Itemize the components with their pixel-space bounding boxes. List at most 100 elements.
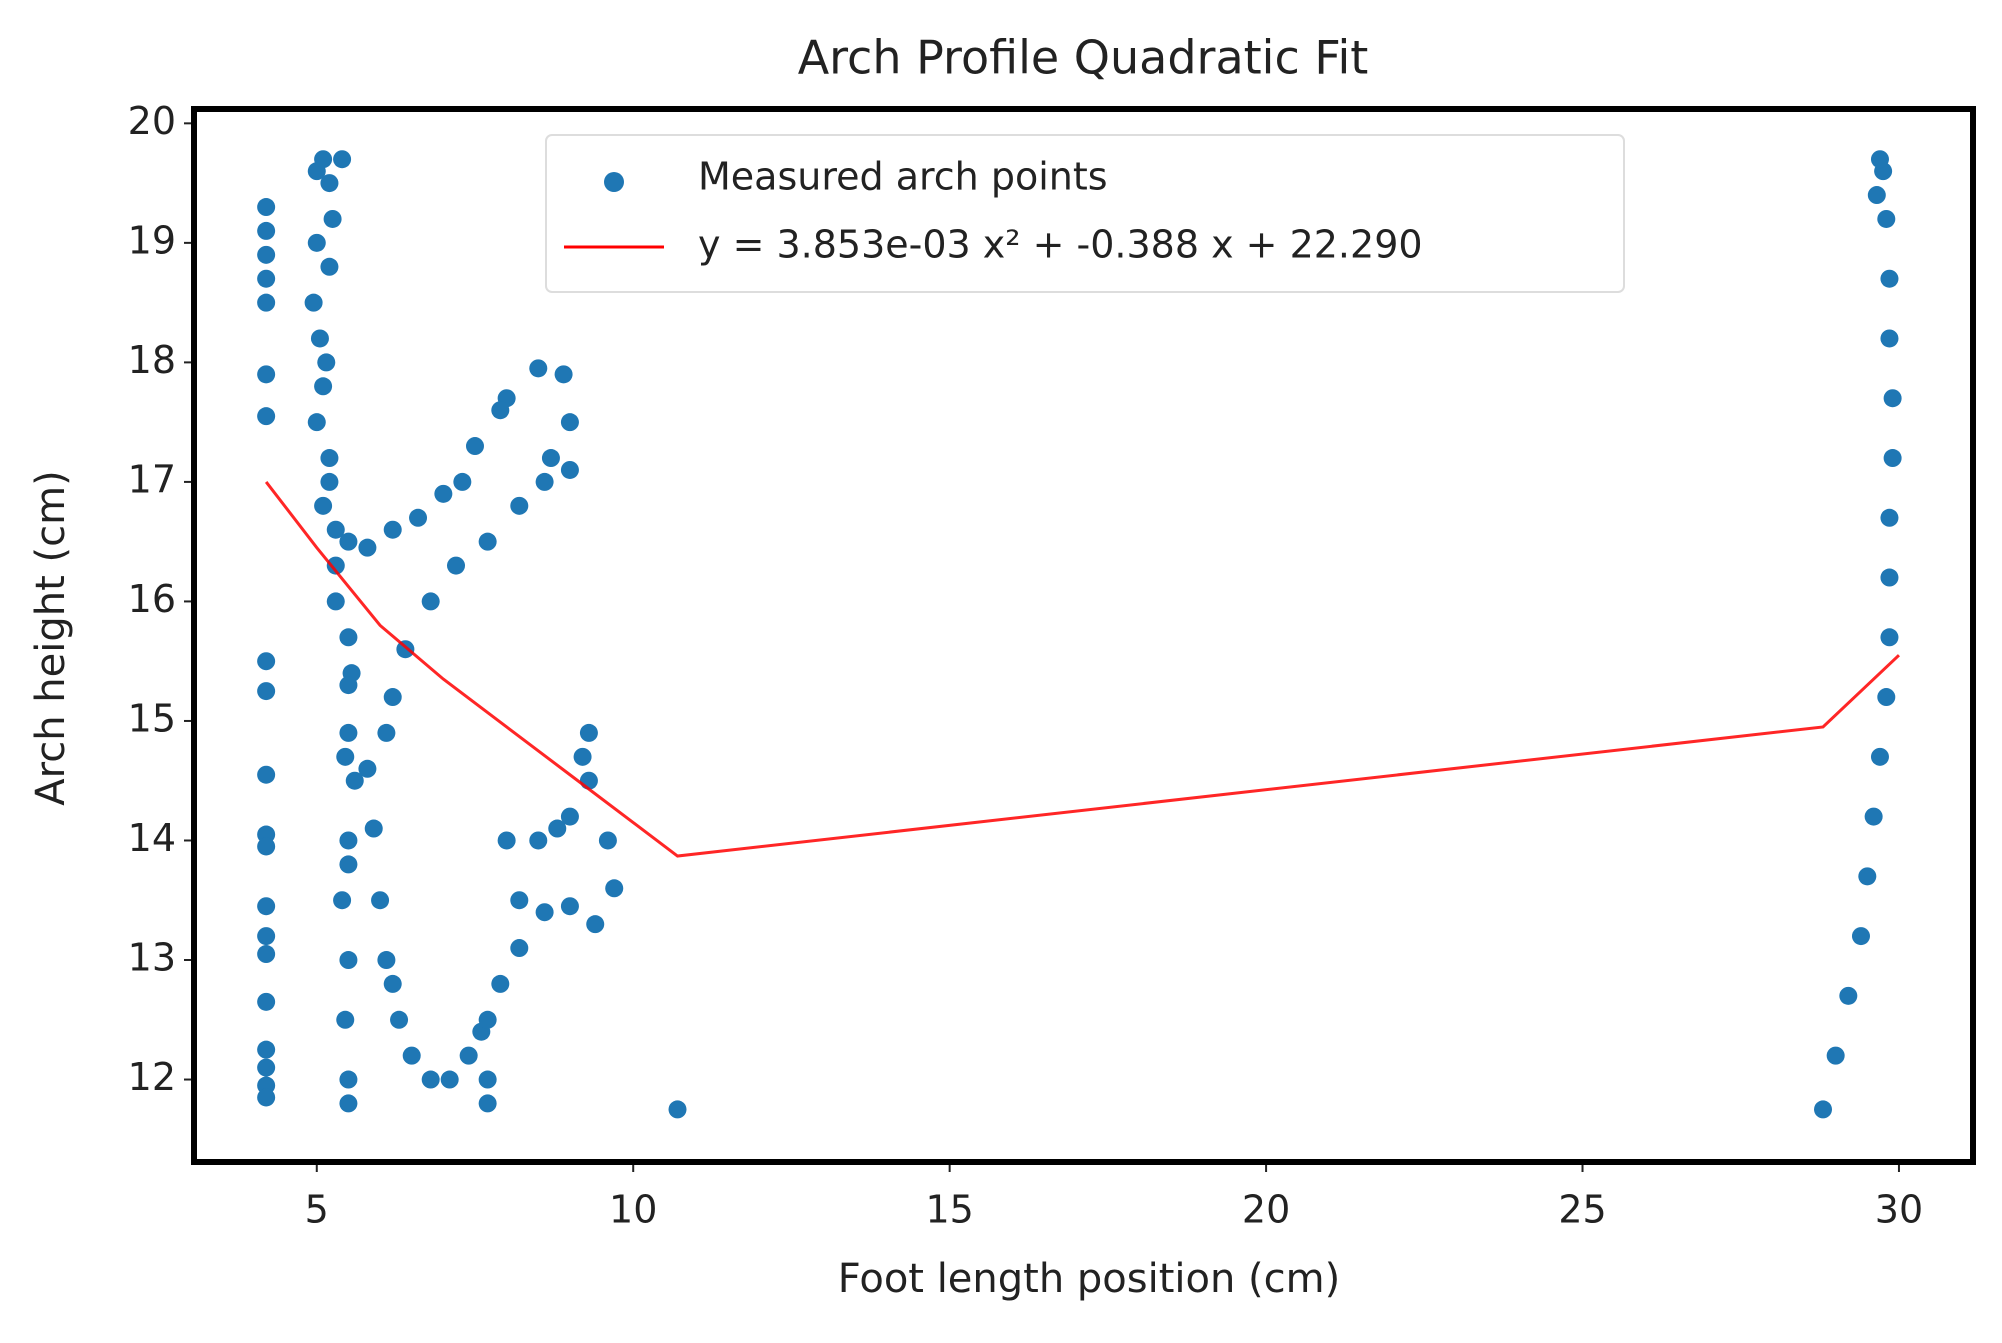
scatter-point — [1880, 568, 1899, 587]
scatter-point — [333, 891, 352, 910]
y-tick-label: 17 — [128, 457, 176, 501]
scatter-point — [364, 819, 383, 838]
scatter-point — [326, 556, 345, 575]
scatter-point — [339, 628, 358, 647]
scatter-point — [560, 807, 579, 826]
scatter-point — [339, 532, 358, 551]
scatter-point — [339, 951, 358, 970]
scatter-point — [668, 1100, 687, 1119]
scatter-point — [573, 747, 592, 766]
scatter-point — [345, 771, 364, 790]
scatter-point — [478, 532, 497, 551]
scatter-point — [257, 682, 276, 701]
scatter-point — [478, 1070, 497, 1089]
y-tick-label: 18 — [128, 338, 176, 382]
scatter-point — [257, 245, 276, 264]
scatter-point — [1880, 508, 1899, 527]
scatter-point — [579, 723, 598, 742]
scatter-point — [1877, 209, 1896, 228]
scatter-point — [358, 759, 377, 778]
scatter-point — [390, 1010, 409, 1029]
y-tick-label: 16 — [128, 577, 176, 621]
scatter-point — [1858, 867, 1877, 886]
x-tick-label: 5 — [305, 1188, 329, 1232]
scatter-point — [491, 401, 510, 420]
scatter-point — [1870, 747, 1889, 766]
scatter-point — [307, 233, 326, 252]
scatter-point — [409, 508, 428, 527]
scatter-point — [257, 837, 276, 856]
scatter-point — [383, 688, 402, 707]
legend-box — [545, 134, 1625, 293]
scatter-point — [377, 723, 396, 742]
y-tick-label: 13 — [128, 936, 176, 980]
scatter-point — [1851, 927, 1870, 946]
scatter-point — [339, 1070, 358, 1089]
data-layer — [257, 150, 1902, 1119]
x-tick-label: 25 — [1558, 1188, 1606, 1232]
legend-marker — [604, 172, 624, 192]
scatter-point — [510, 939, 529, 958]
scatter-point — [358, 538, 377, 557]
scatter-point — [371, 891, 390, 910]
scatter-point — [326, 520, 345, 539]
scatter-point — [314, 150, 333, 169]
y-tick-label: 14 — [128, 816, 176, 860]
x-tick-label: 10 — [609, 1188, 657, 1232]
scatter-point — [1864, 807, 1883, 826]
scatter-point — [453, 472, 472, 491]
scatter-point — [326, 592, 345, 611]
scatter-point — [257, 897, 276, 916]
scatter-point — [1880, 628, 1899, 647]
scatter-point — [339, 1094, 358, 1113]
scatter-point — [1877, 688, 1896, 707]
scatter-point — [257, 1088, 276, 1107]
scatter-point — [447, 556, 466, 575]
scatter-point — [257, 1040, 276, 1059]
scatter-point — [421, 1070, 440, 1089]
scatter-point — [497, 831, 516, 850]
scatter-point — [314, 377, 333, 396]
scatter-point — [257, 927, 276, 946]
chart-title: Arch Profile Quadratic Fit — [798, 31, 1369, 85]
scatter-point — [434, 484, 453, 503]
scatter-point — [320, 449, 339, 468]
scatter-point — [529, 831, 548, 850]
scatter-point — [320, 257, 339, 276]
x-tick-label: 20 — [1242, 1188, 1290, 1232]
scatter-point — [1883, 389, 1902, 408]
scatter-point — [336, 1010, 355, 1029]
scatter-point — [586, 915, 605, 934]
scatter-point — [1870, 150, 1889, 169]
scatter-point — [320, 174, 339, 193]
scatter-point — [1867, 186, 1886, 205]
scatter-point — [1883, 449, 1902, 468]
x-tick-label: 15 — [925, 1188, 973, 1232]
scatter-point — [257, 945, 276, 964]
scatter-point — [421, 592, 440, 611]
x-axis-label: Foot length position (cm) — [838, 1256, 1340, 1302]
scatter-point — [402, 1046, 421, 1065]
scatter-point — [257, 293, 276, 312]
scatter-point — [1814, 1100, 1833, 1119]
scatter-point — [1839, 986, 1858, 1005]
scatter-point — [257, 365, 276, 384]
scatter-point — [535, 903, 554, 922]
scatter-point — [314, 496, 333, 515]
scatter-point — [465, 437, 484, 456]
scatter-point — [257, 407, 276, 426]
scatter-point — [459, 1046, 478, 1065]
scatter-point — [560, 413, 579, 432]
y-tick-label: 19 — [128, 218, 176, 262]
scatter-point — [510, 891, 529, 910]
scatter-point — [554, 365, 573, 384]
scatter-point — [257, 269, 276, 288]
scatter-point — [257, 198, 276, 217]
legend-label: y = 3.853e-03 x² + -0.388 x + 22.290 — [698, 223, 1423, 267]
legend-label: Measured arch points — [698, 155, 1108, 199]
scatter-point — [307, 413, 326, 432]
scatter-point — [510, 496, 529, 515]
scatter-point — [1826, 1046, 1845, 1065]
y-axis-label: Arch height (cm) — [28, 470, 74, 805]
scatter-point — [336, 747, 355, 766]
